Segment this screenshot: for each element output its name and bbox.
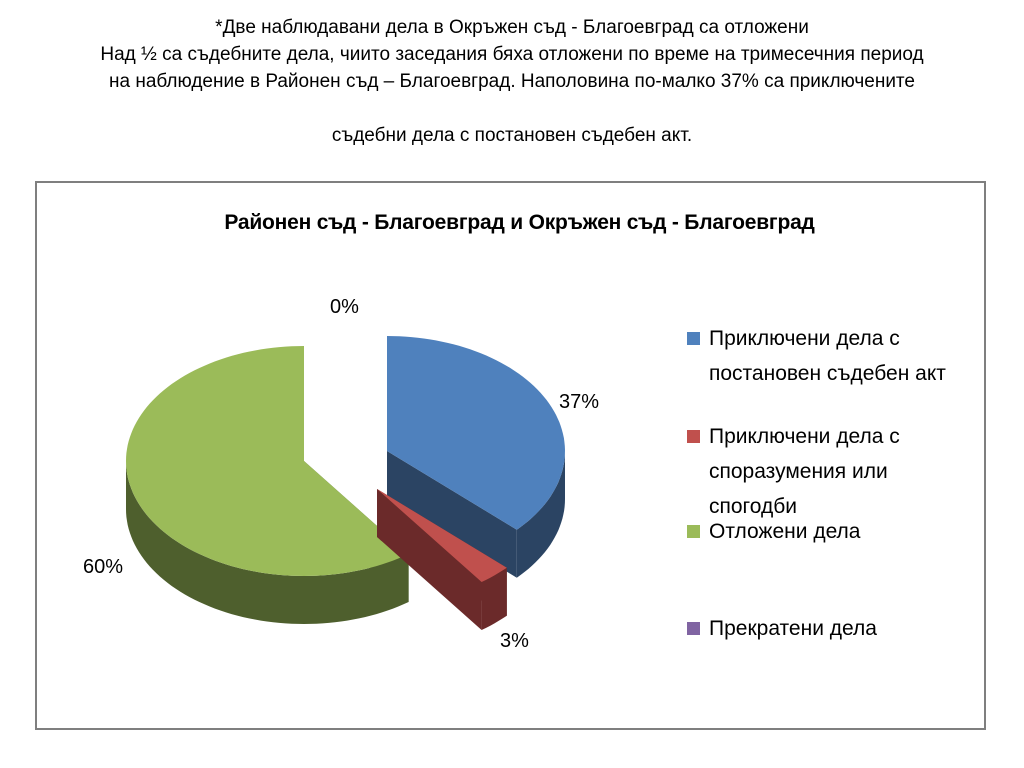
legend-label-terminated: Прекратени дела [709, 617, 877, 640]
legend-swatch-postponed [687, 525, 700, 538]
legend-label-postponed: Отложени дела [709, 520, 861, 543]
pie-slice-completed-with-agreement-rim [481, 567, 507, 630]
pie-slice-completed-with-act-wall-end [387, 451, 517, 578]
data-label-completed-with-act: 37% [559, 391, 600, 413]
pie-slice-postponed [126, 346, 409, 624]
legend-label-completed-with-agreement: Приключени дела с споразумения или спого… [709, 425, 900, 518]
slide-heading: *Две наблюдавани дела в Окръжен съд - Бл… [0, 14, 1024, 149]
pie-slice-postponed-top [126, 346, 409, 576]
heading-spacer [0, 95, 1024, 122]
pie-slice-completed-with-act [387, 336, 565, 578]
pie-slice-completed-with-act-top [387, 336, 565, 530]
chart-title: Районен съд - Благоевград и Окръжен съд … [224, 211, 815, 234]
data-label-terminated: 0% [330, 296, 359, 318]
legend-swatch-completed-with-act [687, 332, 700, 345]
pie-slice-completed-with-act-rim [516, 451, 565, 578]
pie-slice-completed-with-agreement-top [377, 489, 507, 582]
heading-line-3: на наблюдение в Районен съд – Благоевгра… [109, 71, 915, 92]
legend-label-completed-with-act: Приключени дела с постановен съдебен акт [709, 327, 946, 385]
pie-slice-completed-with-agreement-wall-end [377, 489, 482, 630]
legend-swatch-terminated [687, 622, 700, 635]
data-label-completed-with-agreement: 3% [500, 630, 529, 652]
heading-line-2: Над ½ са съдебните дела, чиито заседания… [100, 44, 924, 65]
data-label-postponed: 60% [83, 556, 124, 578]
pie-slice-postponed-rim [126, 461, 409, 624]
chart-frame: Районен съд - Благоевград и Окръжен съд … [35, 181, 986, 730]
heading-line-4: съдебни дела с постановен съдебен акт. [331, 125, 693, 146]
pie-chart [126, 336, 565, 630]
heading-line-1: *Две наблюдавани дела в Окръжен съд - Бл… [215, 17, 809, 38]
legend-swatch-completed-with-agreement [687, 430, 700, 443]
pie-slice-completed-with-agreement [377, 489, 507, 630]
